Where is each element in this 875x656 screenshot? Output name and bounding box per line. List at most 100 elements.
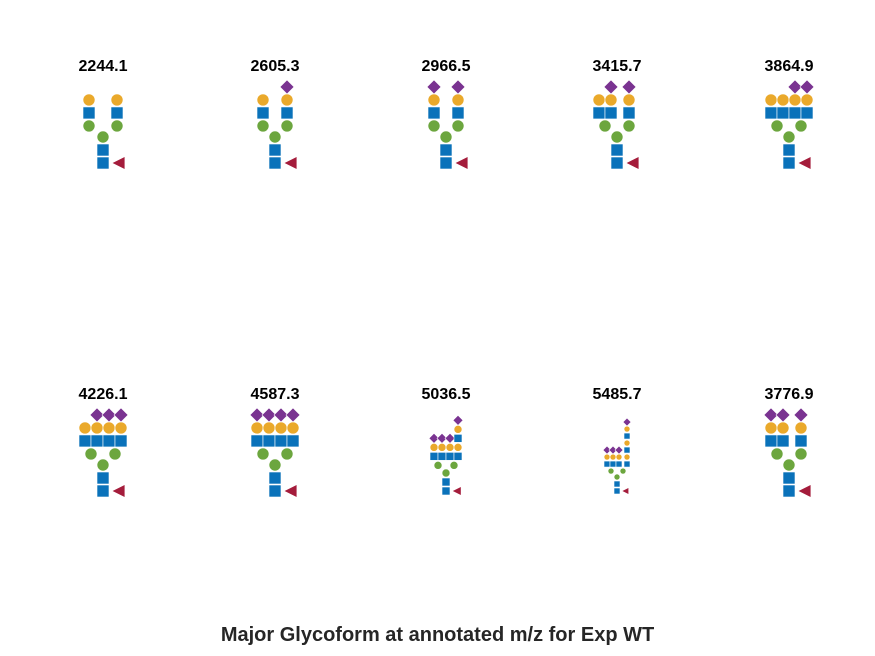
fucose-triangle — [622, 488, 629, 494]
hexnac-square — [441, 477, 451, 487]
galactose-circle — [764, 93, 778, 107]
hexnac-square — [453, 434, 463, 443]
mannose-circle — [782, 130, 796, 144]
fucose-triangle — [112, 157, 125, 169]
hexnac-square — [114, 434, 128, 448]
sialic-acid-diamond — [436, 432, 448, 444]
glycan-structures — [78, 79, 815, 498]
fucose-triangle — [455, 157, 468, 169]
galactose-circle — [280, 93, 294, 107]
mannose-circle — [794, 119, 808, 133]
mannose-circle — [110, 119, 124, 133]
mz-label-5: 3864.9 — [765, 58, 814, 75]
hexnac-square — [788, 106, 802, 120]
mannose-circle — [427, 119, 441, 133]
mz-label-1: 2244.1 — [79, 58, 128, 75]
galactose-circle — [609, 453, 617, 461]
hexnac-square — [613, 480, 621, 488]
sialic-acid-diamond — [622, 417, 632, 427]
sialic-acid-diamond — [113, 407, 129, 423]
hexnac-square — [623, 446, 631, 454]
mannose-circle — [449, 461, 459, 470]
galactose-circle — [788, 93, 802, 107]
fucose-triangle — [284, 157, 297, 169]
galactose-circle — [78, 421, 92, 435]
hexnac-square — [782, 156, 796, 170]
fucose-triangle — [798, 485, 811, 497]
mz-label-6: 4226.1 — [79, 386, 128, 403]
hexnac-square — [429, 452, 439, 461]
fucose-triangle — [112, 485, 125, 497]
mannose-circle — [607, 467, 615, 475]
mannose-circle — [256, 119, 270, 133]
mannose-circle — [782, 458, 796, 472]
galactose-circle — [615, 453, 623, 461]
hexnac-square — [445, 452, 455, 461]
hexnac-square — [274, 434, 288, 448]
hexnac-square — [268, 484, 282, 498]
mannose-circle — [280, 447, 294, 461]
hexnac-square — [82, 106, 96, 120]
sialic-acid-diamond — [452, 414, 464, 426]
hexnac-square — [439, 156, 453, 170]
hexnac-square — [592, 106, 606, 120]
sialic-acid-diamond — [279, 79, 295, 95]
hexnac-square — [623, 460, 631, 468]
hexnac-square — [794, 434, 808, 448]
hexnac-square — [623, 432, 631, 440]
galactose-circle — [776, 93, 790, 107]
hexnac-square — [782, 484, 796, 498]
hexnac-square — [610, 156, 624, 170]
galactose-circle — [262, 421, 276, 435]
fucose-triangle — [452, 487, 461, 495]
mz-label-3: 2966.5 — [422, 58, 471, 75]
sialic-acid-diamond — [285, 407, 301, 423]
hexnac-square — [451, 106, 465, 120]
galactose-circle — [82, 93, 96, 107]
sialic-acid-diamond — [793, 407, 809, 423]
hexnac-square — [102, 434, 116, 448]
mannose-circle — [770, 447, 784, 461]
hexnac-square — [782, 471, 796, 485]
galactose-circle — [90, 421, 104, 435]
hexnac-square — [603, 460, 611, 468]
galactose-circle — [453, 443, 463, 452]
hexnac-square — [110, 106, 124, 120]
hexnac-square — [78, 434, 92, 448]
mannose-circle — [598, 119, 612, 133]
galactose-circle — [592, 93, 606, 107]
hexnac-square — [286, 434, 300, 448]
galactose-circle — [603, 453, 611, 461]
hexnac-square — [268, 156, 282, 170]
galactose-circle — [250, 421, 264, 435]
mannose-circle — [613, 473, 621, 481]
mannose-circle — [794, 447, 808, 461]
hexnac-square — [622, 106, 636, 120]
galactose-circle — [622, 93, 636, 107]
sialic-acid-diamond — [799, 79, 815, 95]
mannose-circle — [439, 130, 453, 144]
galactose-circle — [604, 93, 618, 107]
mannose-circle — [268, 458, 282, 472]
galactose-circle — [110, 93, 124, 107]
hexnac-square — [776, 434, 790, 448]
mannose-circle — [770, 119, 784, 133]
hexnac-square — [609, 460, 617, 468]
galactose-circle — [776, 421, 790, 435]
galactose-circle — [451, 93, 465, 107]
hexnac-square — [613, 487, 621, 495]
galactose-circle — [453, 425, 463, 434]
hexnac-square — [256, 106, 270, 120]
mannose-circle — [84, 447, 98, 461]
sialic-acid-diamond — [428, 432, 440, 444]
mz-label-7: 4587.3 — [251, 386, 300, 403]
figure-caption: Major Glycoform at annotated m/z for Exp… — [220, 624, 655, 646]
mannose-circle — [256, 447, 270, 461]
hexnac-square — [776, 106, 790, 120]
hexnac-square — [764, 434, 778, 448]
galactose-circle — [623, 439, 631, 447]
sialic-acid-diamond — [602, 445, 612, 455]
hexnac-square — [262, 434, 276, 448]
fucose-triangle — [798, 157, 811, 169]
